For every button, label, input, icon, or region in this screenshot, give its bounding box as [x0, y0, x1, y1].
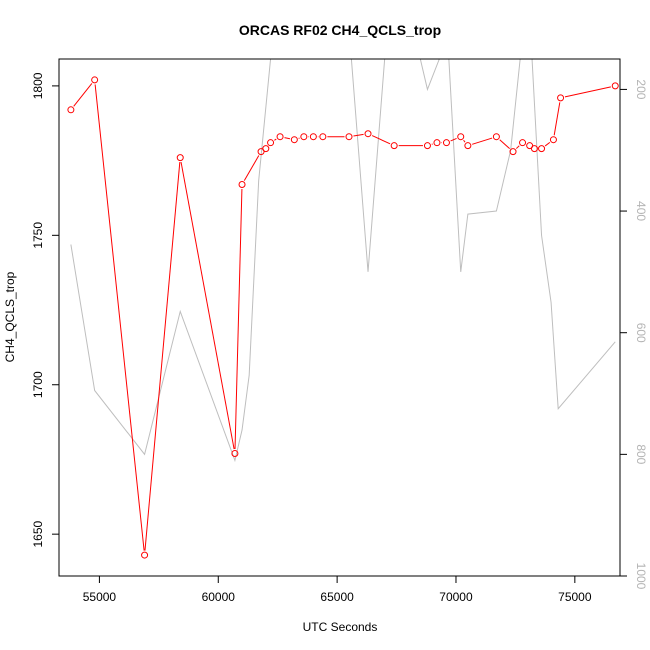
- series-left-segment: [353, 133, 364, 137]
- y-axis-label: CH4_QCLS_trop: [3, 271, 17, 362]
- data-point: [442, 139, 450, 147]
- series-left-segment: [274, 138, 277, 141]
- data-point: [464, 142, 472, 150]
- data-point: [492, 133, 500, 141]
- y-tick-label: 1800: [31, 72, 45, 99]
- series-left-segment: [553, 102, 561, 136]
- data-point: [267, 139, 275, 147]
- series-left-segment: [94, 84, 145, 551]
- data-point: [231, 449, 239, 457]
- series-left-segment: [284, 137, 291, 140]
- series-left-segment: [499, 139, 511, 150]
- series-right-layer: [70, 59, 616, 463]
- data-point: [549, 136, 557, 144]
- y2-tick-label: 200: [634, 79, 648, 99]
- data-point: [319, 133, 327, 141]
- y-tick-label: 1650: [31, 520, 45, 547]
- data-point: [141, 551, 149, 559]
- series-left-segment: [544, 141, 551, 147]
- y2-tick-label: 1000: [634, 563, 648, 590]
- y-axis-right: 200 400 600 800 1000: [619, 79, 648, 590]
- series-left-segment: [515, 145, 520, 149]
- series-left-segment: [243, 155, 260, 181]
- data-point: [530, 145, 538, 153]
- series-left-segment: [472, 137, 493, 145]
- series-left-segment: [144, 162, 181, 551]
- data-point: [276, 133, 284, 141]
- series-left-segment: [450, 137, 457, 142]
- x-axis: 55000 60000 65000 70000 75000: [83, 575, 592, 604]
- y2-tick-label: 600: [634, 323, 648, 343]
- x-tick-label: 75000: [558, 590, 592, 604]
- data-point: [176, 154, 184, 162]
- x-tick-label: 55000: [83, 590, 117, 604]
- data-point: [457, 133, 465, 141]
- chart-title: ORCAS RF02 CH4_QCLS_trop: [239, 22, 441, 38]
- data-point: [611, 82, 619, 90]
- series-left-segment: [180, 161, 235, 450]
- data-point: [390, 142, 398, 150]
- series-left-segment: [234, 188, 243, 449]
- data-point: [433, 139, 441, 147]
- data-point: [519, 139, 527, 147]
- data-point: [67, 106, 75, 114]
- data-point: [300, 133, 308, 141]
- data-point: [91, 76, 99, 84]
- series-left-segment: [73, 83, 93, 107]
- data-point: [538, 145, 546, 153]
- y-tick-label: 1700: [31, 371, 45, 398]
- data-point: [262, 145, 270, 153]
- series-left-segment: [463, 139, 466, 143]
- data-point: [345, 133, 353, 141]
- x-tick-label: 65000: [320, 590, 354, 604]
- series-left-layer: [67, 76, 619, 559]
- y-axis-left: 1650 1700 1750 1800: [31, 72, 60, 548]
- series-right-line: [70, 59, 616, 463]
- data-point: [238, 181, 246, 189]
- data-point: [364, 130, 372, 138]
- y2-tick-label: 400: [634, 201, 648, 221]
- data-point: [309, 133, 317, 141]
- data-point: [557, 94, 565, 102]
- series-left-segment: [564, 86, 611, 98]
- data-point: [509, 148, 517, 156]
- x-tick-label: 70000: [439, 590, 473, 604]
- data-point: [423, 142, 431, 150]
- x-axis-label: UTC Seconds: [303, 620, 378, 634]
- series-left-segment: [371, 135, 391, 145]
- y2-tick-label: 800: [634, 444, 648, 464]
- data-point: [290, 136, 298, 144]
- y-tick-label: 1750: [31, 222, 45, 249]
- x-tick-label: 60000: [202, 590, 236, 604]
